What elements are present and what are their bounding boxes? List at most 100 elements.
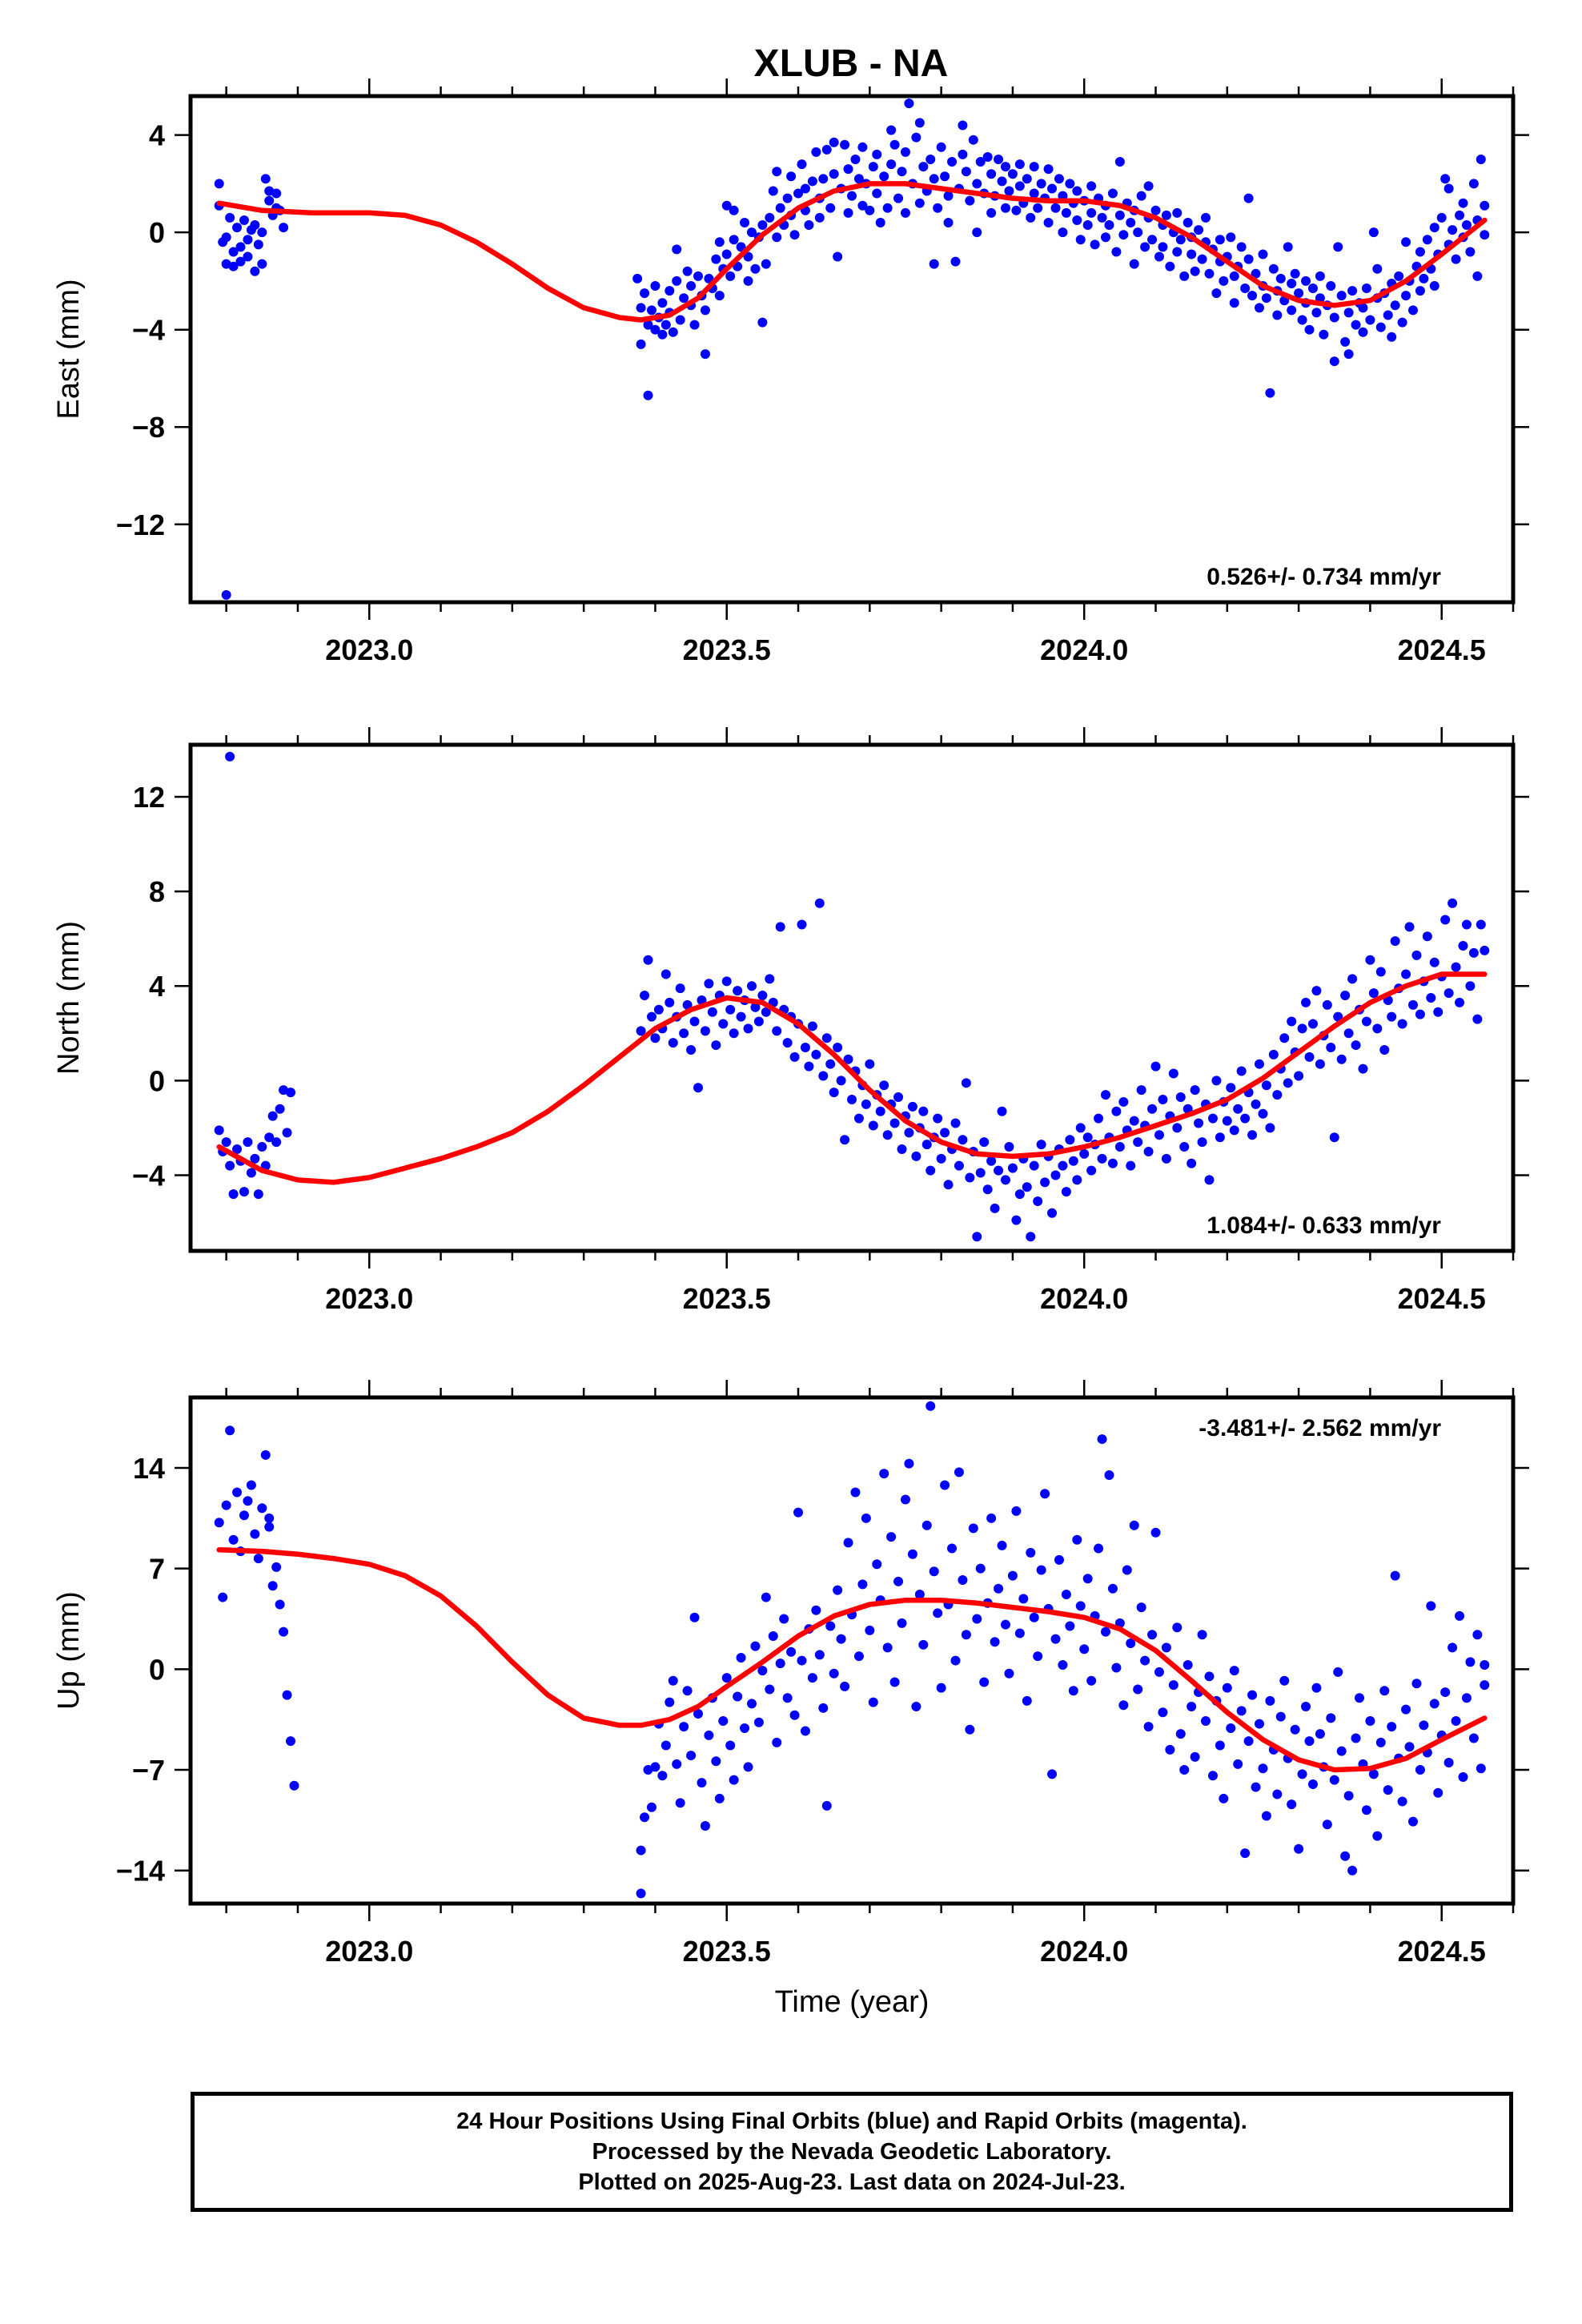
data-point: [1090, 239, 1100, 250]
data-point: [811, 1049, 821, 1059]
data-point: [1186, 1702, 1197, 1712]
data-point: [721, 249, 732, 259]
data-point: [1168, 1680, 1178, 1691]
data-point: [675, 315, 685, 325]
data-point: [782, 1038, 793, 1048]
data-point: [1058, 1659, 1068, 1670]
data-point: [1251, 1099, 1261, 1109]
data-point: [640, 1812, 650, 1823]
y-axis-label: Up (mm): [52, 1591, 86, 1710]
x-tick-label: 2023.0: [325, 1935, 413, 1968]
data-point: [829, 137, 839, 147]
y-tick-label: 4: [149, 970, 165, 1003]
data-point: [743, 1762, 753, 1772]
data-point: [1287, 1016, 1297, 1027]
data-point: [650, 281, 661, 291]
y-tick-label: −14: [116, 1855, 165, 1888]
data-point: [979, 1137, 990, 1148]
data-point: [1158, 1707, 1168, 1718]
data-point: [1455, 997, 1465, 1007]
data-point: [1097, 1434, 1107, 1445]
data-point: [1329, 1775, 1339, 1785]
data-point: [1251, 268, 1261, 279]
data-point: [1236, 1706, 1247, 1716]
data-point: [893, 1576, 904, 1586]
data-point: [1050, 1170, 1061, 1180]
footer-box: 24 Hour Positions Using Final Orbits (bl…: [191, 2092, 1513, 2212]
data-point: [804, 1061, 814, 1072]
data-point: [1290, 268, 1300, 279]
data-point: [1294, 288, 1304, 299]
data-point: [861, 1513, 871, 1523]
data-point: [986, 1156, 997, 1166]
data-point: [246, 1168, 256, 1178]
data-point: [1261, 1080, 1271, 1091]
data-point: [897, 1618, 907, 1628]
data-point: [1150, 205, 1161, 215]
data-point: [729, 1775, 739, 1785]
data-point: [765, 212, 775, 223]
data-point: [1465, 981, 1476, 991]
data-point: [1301, 997, 1311, 1007]
data-point: [1301, 275, 1311, 286]
data-point: [800, 1043, 810, 1053]
data-point: [1161, 210, 1171, 220]
data-point: [982, 1184, 993, 1195]
data-point: [1294, 1844, 1304, 1854]
data-point: [829, 169, 839, 179]
data-point: [661, 1740, 671, 1751]
data-point: [675, 983, 685, 994]
data-point: [1204, 1175, 1215, 1185]
data-point: [1401, 237, 1411, 247]
data-point: [243, 235, 253, 245]
data-point: [1207, 1113, 1218, 1124]
data-point: [811, 147, 821, 157]
data-point: [1440, 174, 1451, 184]
data-point: [250, 1529, 260, 1539]
data-point: [271, 1562, 282, 1572]
data-point: [975, 1563, 986, 1574]
data-point: [232, 1144, 243, 1155]
data-point: [1343, 1028, 1354, 1039]
data-point: [782, 1693, 793, 1703]
data-point: [1207, 1771, 1218, 1781]
data-point: [1429, 1699, 1439, 1709]
data-point: [918, 1639, 929, 1650]
data-point: [275, 1104, 285, 1114]
data-point: [972, 227, 982, 238]
data-point: [225, 1160, 235, 1171]
data-point: [1172, 247, 1182, 257]
data-point: [1387, 1722, 1397, 1732]
data-point: [650, 1033, 661, 1043]
data-point: [807, 176, 817, 187]
data-point: [643, 955, 653, 965]
data-point: [940, 1128, 950, 1138]
data-point: [954, 1467, 964, 1478]
data-point: [725, 271, 736, 281]
data-point: [1397, 1019, 1407, 1029]
x-tick-label: 2024.5: [1398, 633, 1486, 666]
data-point: [1179, 1765, 1190, 1775]
data-point: [889, 1677, 900, 1687]
data-point: [1272, 1090, 1283, 1100]
data-point: [689, 1016, 700, 1027]
data-point: [1465, 1657, 1476, 1667]
data-point: [1043, 218, 1054, 227]
data-point: [1061, 207, 1071, 218]
data-point: [1447, 225, 1458, 235]
data-point: [1075, 1601, 1086, 1611]
data-point: [1182, 1659, 1193, 1670]
data-point: [1272, 310, 1283, 320]
data-point: [1047, 183, 1058, 194]
data-point: [1279, 1675, 1290, 1686]
data-point: [1175, 1729, 1186, 1739]
data-point: [1118, 230, 1129, 240]
data-point: [1129, 1116, 1139, 1126]
rate-label: 1.084+/- 0.633 mm/yr: [1207, 1212, 1441, 1239]
data-point: [1136, 1085, 1146, 1096]
data-point: [836, 1634, 846, 1644]
data-point: [868, 1697, 878, 1707]
data-point: [1014, 1628, 1025, 1638]
data-point: [1086, 1165, 1097, 1176]
data-point: [853, 174, 864, 184]
